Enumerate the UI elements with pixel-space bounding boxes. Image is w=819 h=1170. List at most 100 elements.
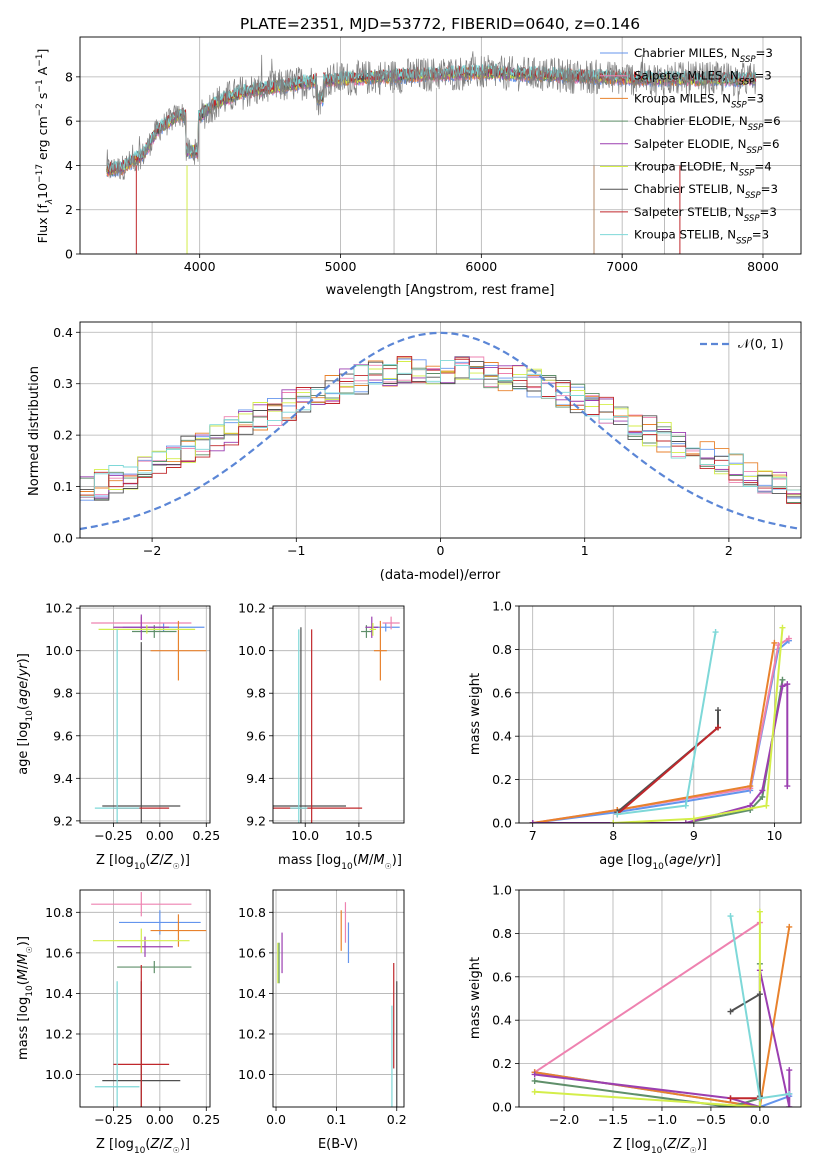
y-tick-label: 10.0: [238, 1067, 266, 1082]
y-tick-label: 10.2: [45, 1026, 73, 1041]
mass-weight-marker: [747, 783, 754, 790]
y-tick-label: 10.0: [45, 643, 73, 658]
mass-weight-series: [532, 642, 776, 823]
legend-entry: Chabrier STELIB, NSSP=3: [634, 182, 778, 201]
x-tick-label: 10: [766, 828, 782, 843]
y-tick-label: 9.6: [246, 728, 266, 743]
mass-weight-marker: [715, 724, 722, 731]
plot-area-spectrum: [106, 51, 757, 254]
panel-mass_vs_Z: −0.25 0.00 0.25 10.0 10.2 10.4 10.6 10.8 Z [log1…: [16, 889, 220, 1156]
y-tick-label: 1.0: [492, 599, 512, 614]
mass-weight-marker: [529, 820, 536, 823]
panel-mass_vs_ebv: 0.0 0.1 0.2 10.0 10.2 10.4 10.6 10.8 E(B-V): [238, 889, 407, 1152]
y-tick-label: 10.6: [45, 945, 73, 960]
mass-weight-marker: [727, 1008, 734, 1015]
mass-weight-marker: [785, 635, 792, 642]
x-tick-label: 0: [437, 543, 445, 558]
x-tick-label: 0.25: [192, 828, 220, 843]
mass-weight-marker: [682, 820, 689, 823]
y-axis-label: mass [log10(M/M☉)]: [16, 936, 35, 1060]
panel-weight_vs_Z: −2.0 −1.5 −1.0 −0.5 0.0 0.0 0.2 0.4 0.6 0.8 1.0 Z […: [468, 883, 802, 1156]
x-tick-label: 0.0: [750, 1112, 770, 1127]
y-axis-label: Normed distribution: [27, 366, 42, 496]
residual-histogram: [80, 359, 801, 498]
mass-weight-marker: [771, 639, 778, 646]
mass-weight-marker: [531, 1071, 538, 1078]
legend: Chabrier MILES, NSSP=3 Salpeter MILES, NS…: [600, 46, 781, 247]
y-tick-label: 0.8: [492, 926, 512, 941]
y-tick-label: 0.2: [492, 1056, 512, 1071]
x-axis-label: age [log10(age/yr)]: [599, 853, 721, 872]
y-tick-label: 10.2: [238, 601, 266, 616]
y-tick-label: 0.4: [492, 1013, 512, 1028]
y-tick-label: 10.0: [238, 643, 266, 658]
y-tick-label: 0.0: [53, 531, 73, 546]
y-axis-label: mass weight: [468, 957, 483, 1039]
y-tick-label: 4: [65, 158, 73, 173]
mass-weight-marker: [779, 624, 786, 631]
y-axis-label: Flux [fλ10−17 erg cm−2 s−1 A−1]: [35, 49, 55, 244]
y-tick-label: 0.6: [492, 969, 512, 984]
panel-age_vs_Z: −0.25 0.00 0.25 9.2 9.4 9.6 9.8 10.0 10.2 Z [log1…: [16, 601, 220, 872]
y-tick-label: 8: [65, 69, 73, 84]
mass-weight-marker: [786, 923, 793, 930]
figure-title: PLATE=2351, MJD=53772, FIBERID=0640, z=0…: [240, 15, 640, 33]
mass-weight-marker: [715, 707, 722, 714]
y-tick-label: 0.8: [492, 642, 512, 657]
x-tick-label: −2: [143, 543, 161, 558]
x-tick-label: −1.0: [647, 1112, 677, 1127]
x-axis-label: (data-model)/error: [380, 568, 501, 583]
mass-weight-marker: [786, 1090, 793, 1097]
axes-frame: [79, 321, 802, 539]
panel-weight_vs_age: 7 8 9 10 0.0 0.2 0.4 0.6 0.8 1.0 age [log10(age/yr…: [468, 599, 802, 872]
x-tick-label: 6000: [465, 259, 497, 274]
mass-weight-marker: [756, 1104, 763, 1107]
y-tick-label: 1.0: [492, 883, 512, 898]
x-tick-label: −0.5: [696, 1112, 726, 1127]
x-tick-label: 4000: [184, 259, 216, 274]
x-tick-label: −0.25: [94, 828, 132, 843]
mass-weight-marker: [779, 676, 786, 683]
y-tick-label: 9.8: [246, 686, 266, 701]
x-tick-label: 0.00: [146, 828, 174, 843]
y-tick-label: 10.0: [45, 1067, 73, 1082]
plot-area-weight_vs_age: [529, 624, 792, 823]
x-tick-label: 0.2: [387, 1112, 407, 1127]
mass-weight-marker: [756, 908, 763, 915]
mass-weight-marker: [779, 683, 786, 690]
x-tick-label: 8000: [747, 259, 779, 274]
x-axis-label: Z [log10(Z/Z☉)]: [96, 1137, 190, 1156]
y-tick-label: 0.1: [53, 479, 73, 494]
observed-spectrum: [106, 51, 757, 180]
y-tick-label: 0.2: [53, 428, 73, 443]
y-axis-label: age [log10(age/yr)]: [16, 653, 35, 775]
x-tick-label: 10.0: [291, 828, 319, 843]
mass-weight-marker: [759, 787, 766, 794]
y-tick-label: 0.3: [53, 376, 73, 391]
plot-area-age_vs_Z: [91, 614, 207, 823]
legend-entry: Kroupa STELIB, NSSP=3: [634, 228, 769, 247]
y-tick-label: 10.8: [238, 905, 266, 920]
y-tick-label: 10.2: [238, 1026, 266, 1041]
y-tick-label: 0.0: [492, 816, 512, 831]
x-tick-label: −2.0: [549, 1112, 579, 1127]
y-tick-label: 9.4: [246, 771, 266, 786]
y-tick-label: 0.6: [492, 685, 512, 700]
axes-frame: [79, 889, 211, 1108]
panel-residuals: −2 −1 0 1 2 0.0 0.1 0.2 0.3 0.4 𝒩(0, 1) (data-model…: [27, 321, 802, 583]
plot-area-weight_vs_Z: [531, 908, 793, 1107]
y-tick-label: 6: [65, 114, 73, 129]
legend-entry: Salpeter ELODIE, NSSP=6: [634, 137, 779, 156]
mass-weight-marker: [614, 811, 621, 818]
y-tick-label: 9.2: [53, 813, 73, 828]
axes-frame: [272, 889, 405, 1108]
x-tick-label: 5000: [325, 259, 357, 274]
mass-weight-marker: [759, 793, 766, 800]
y-tick-label: 0.4: [53, 325, 73, 340]
mass-weight-series: [616, 726, 719, 816]
x-tick-label: −1: [287, 543, 305, 558]
gaussian-reference: [80, 331, 801, 531]
x-tick-label: −1.5: [598, 1112, 628, 1127]
x-tick-label: −0.25: [94, 1112, 132, 1127]
